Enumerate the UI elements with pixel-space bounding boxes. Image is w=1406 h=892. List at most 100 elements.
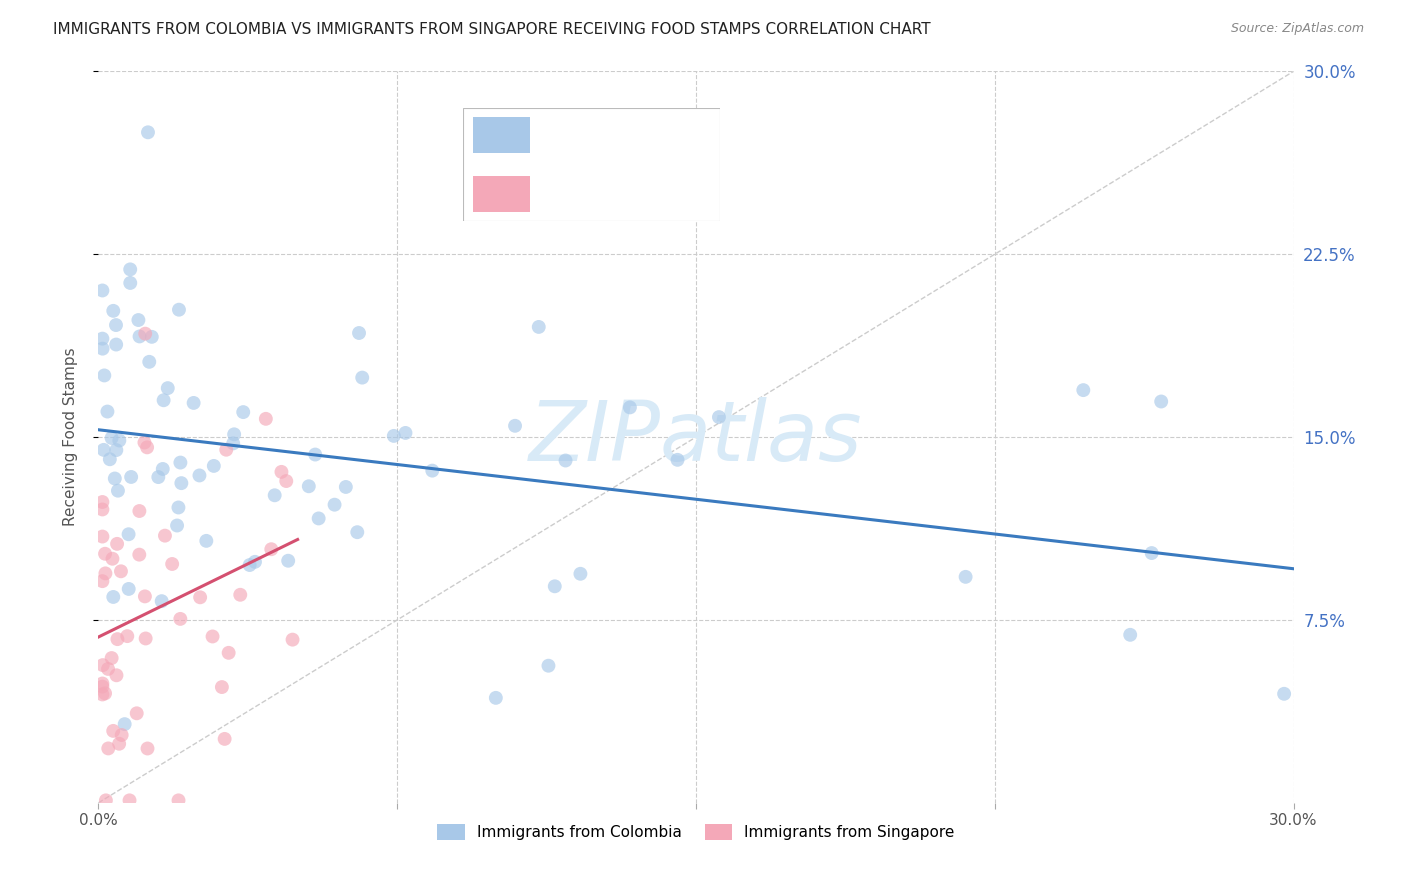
Point [127, 313, 149, 327]
Point [229, 588, 252, 602]
Point [298, 479, 321, 493]
Point [304, 448, 326, 462]
Point [254, 412, 277, 426]
Point [270, 465, 292, 479]
Point [170, 476, 193, 491]
Legend: Immigrants from Colombia, Immigrants from Singapore: Immigrants from Colombia, Immigrants fro… [432, 818, 960, 847]
Point [335, 480, 357, 494]
Point [666, 452, 689, 467]
Point [153, 529, 176, 543]
Point [195, 533, 218, 548]
Point [117, 629, 139, 643]
Point [224, 427, 246, 442]
Point [276, 474, 298, 488]
Point [1119, 628, 1142, 642]
Point [128, 329, 150, 343]
Point [169, 456, 191, 470]
Point [94, 793, 117, 807]
Point [281, 632, 304, 647]
Point [96, 404, 118, 418]
Point [134, 435, 156, 450]
Point [120, 470, 142, 484]
Point [107, 632, 129, 647]
Point [117, 527, 139, 541]
Point [128, 548, 150, 562]
Point [394, 425, 416, 440]
Point [215, 442, 238, 457]
Point [1071, 383, 1094, 397]
Point [110, 564, 132, 578]
Point [503, 418, 526, 433]
Point [91, 574, 114, 589]
Text: Source: ZipAtlas.com: Source: ZipAtlas.com [1230, 22, 1364, 36]
Point [97, 662, 120, 676]
Point [152, 393, 174, 408]
Point [169, 612, 191, 626]
Point [91, 676, 114, 690]
Point [135, 632, 157, 646]
Point [120, 262, 142, 277]
Point [569, 566, 592, 581]
Point [100, 431, 122, 445]
Point [91, 680, 114, 694]
Point [136, 741, 159, 756]
Point [103, 303, 125, 318]
Point [108, 737, 131, 751]
Point [91, 530, 114, 544]
Point [148, 470, 170, 484]
Point [955, 570, 977, 584]
Point [707, 410, 730, 425]
Point [160, 557, 183, 571]
Point [134, 326, 156, 341]
Point [167, 500, 190, 515]
Point [352, 370, 374, 384]
Point [91, 332, 114, 346]
Point [125, 706, 148, 721]
Point [94, 686, 117, 700]
Point [243, 555, 266, 569]
Point [107, 483, 129, 498]
Point [105, 337, 128, 351]
Point [218, 646, 240, 660]
Point [114, 717, 136, 731]
Point [111, 728, 134, 742]
Point [201, 630, 224, 644]
Point [308, 511, 330, 525]
Point [105, 668, 128, 682]
Point [136, 125, 159, 139]
Point [1272, 687, 1295, 701]
Point [382, 429, 405, 443]
Point [277, 554, 299, 568]
Point [138, 355, 160, 369]
Point [105, 443, 128, 458]
Point [166, 518, 188, 533]
Point [103, 590, 125, 604]
Point [105, 537, 128, 551]
Point [94, 547, 117, 561]
Point [1150, 394, 1173, 409]
Point [94, 566, 117, 581]
Point [91, 658, 114, 673]
Point [103, 723, 125, 738]
Point [93, 442, 115, 457]
Point [188, 468, 211, 483]
Point [239, 558, 262, 572]
Point [93, 368, 115, 383]
Point [202, 458, 225, 473]
Point [544, 579, 567, 593]
Point [263, 488, 285, 502]
Point [214, 731, 236, 746]
Point [260, 542, 283, 557]
Point [527, 320, 550, 334]
Point [97, 741, 120, 756]
Point [537, 658, 560, 673]
Point [554, 453, 576, 467]
Point [134, 590, 156, 604]
Point [1140, 546, 1163, 560]
Point [118, 582, 141, 596]
Y-axis label: Receiving Food Stamps: Receiving Food Stamps [63, 348, 77, 526]
Point [222, 436, 245, 450]
Point [118, 793, 141, 807]
Point [232, 405, 254, 419]
Point [619, 401, 641, 415]
